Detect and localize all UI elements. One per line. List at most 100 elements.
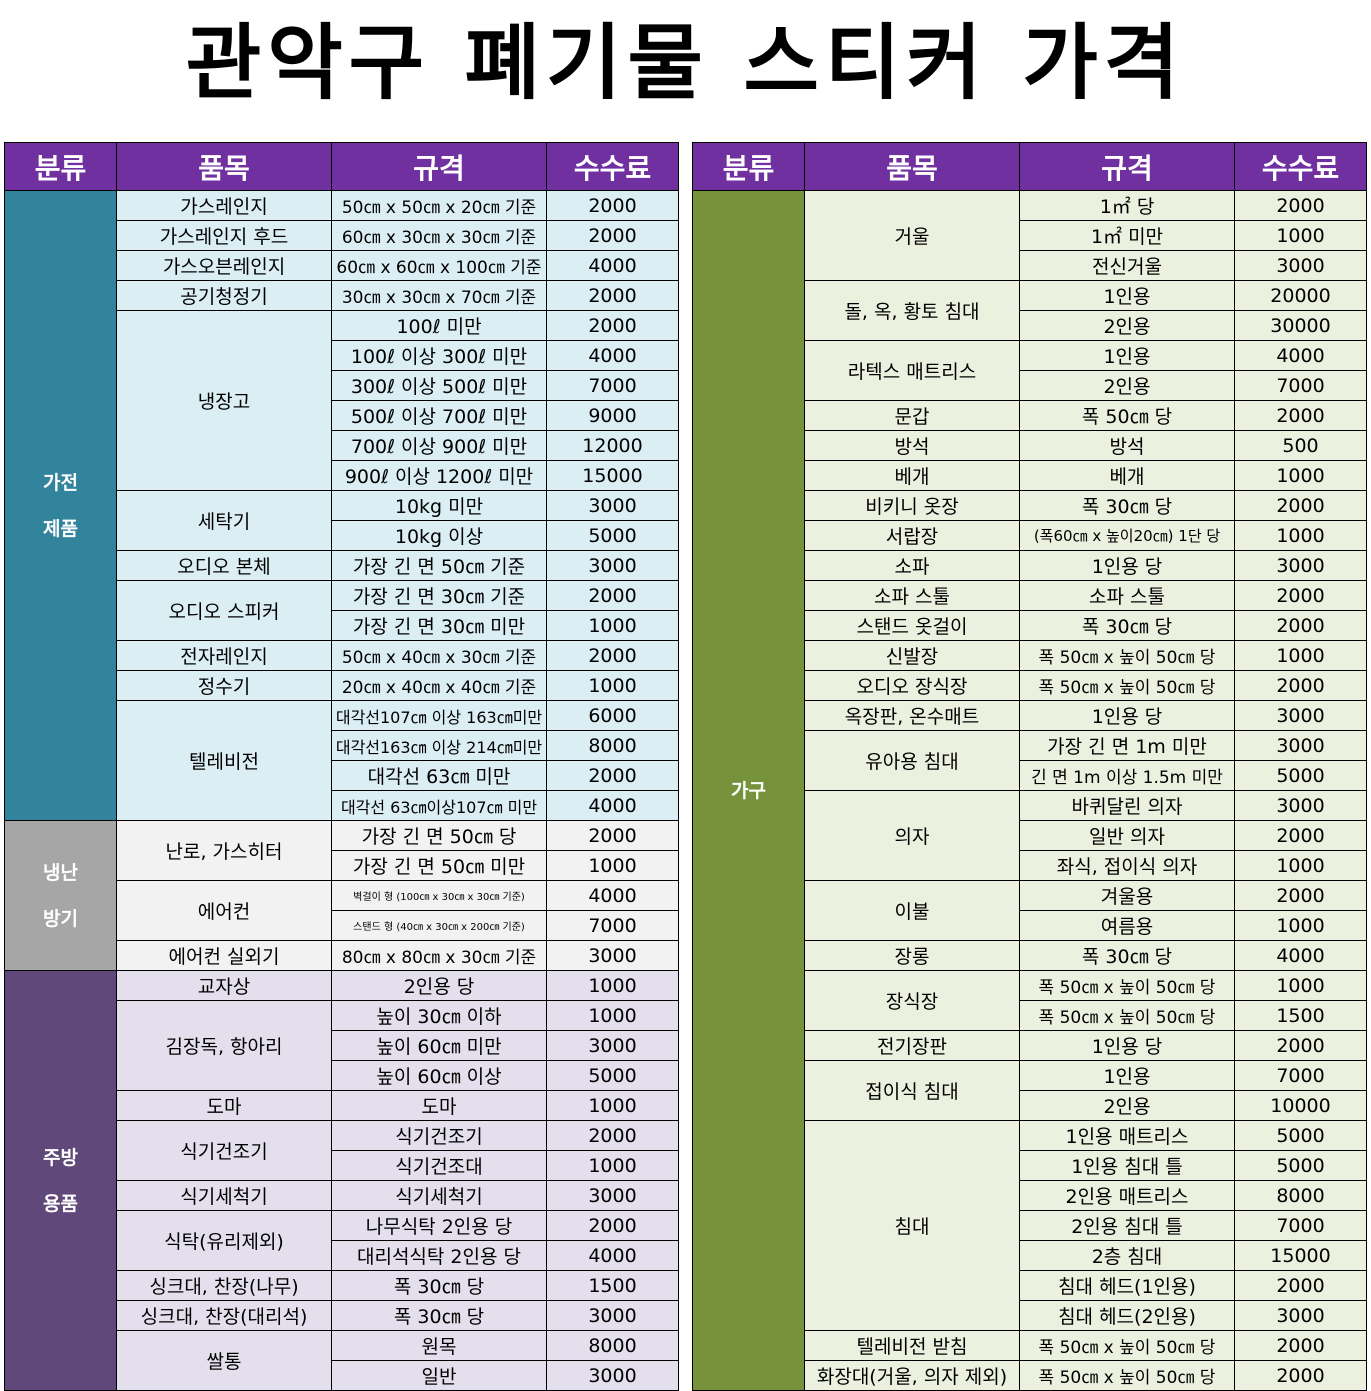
fee-cell: 1000 <box>546 670 679 701</box>
spec-cell: 침대 헤드(2인용) <box>1019 1300 1235 1331</box>
item-name-cell: 돌, 옥, 황토 침대 <box>804 280 1020 341</box>
spec-cell: 바퀴달린 의자 <box>1019 790 1235 821</box>
fee-cell: 8000 <box>1234 1180 1367 1211</box>
table-row: 세탁기 10kg 미만 3000 <box>4 490 679 551</box>
fee-cell: 2000 <box>546 280 679 311</box>
spec-cell: 30㎝ x 30㎝ x 70㎝ 기준 <box>331 280 547 311</box>
spec-cell: 대각선107㎝ 이상 163㎝미만 <box>331 700 547 731</box>
spec-cell: 벽걸이 형 (100㎝ x 30㎝ x 30㎝ 기준) <box>331 880 547 911</box>
fee-cell: 2000 <box>1234 1360 1367 1391</box>
item-name-cell: 오디오 장식장 <box>804 670 1020 701</box>
fee-cell: 4000 <box>546 790 679 821</box>
table-row: 장식장 폭 50㎝ x 높이 50㎝ 당 1000 <box>692 970 1367 1031</box>
fee-cell: 12000 <box>546 430 679 461</box>
table-row: 공기청정기 30㎝ x 30㎝ x 70㎝ 기준 2000 <box>4 280 679 311</box>
table-row: 유아용 침대 가장 긴 면 1m 미만 3000 <box>692 730 1367 791</box>
table-row: 텔레비전 받침 폭 50㎝ x 높이 50㎝ 당 2000 <box>692 1330 1367 1361</box>
spec-cell: 10kg 이상 <box>331 520 547 551</box>
spec-cell: 2인용 <box>1019 1090 1235 1121</box>
spec-cell: 폭 50㎝ 당 <box>1019 400 1235 431</box>
item-name-cell: 쌀통 <box>116 1330 332 1391</box>
spec-cell: 스탠드 형 (40㎝ x 30㎝ x 200㎝ 기준) <box>331 910 547 941</box>
table-row: 돌, 옥, 황토 침대 1인용 20000 <box>692 280 1367 341</box>
fee-cell: 5000 <box>1234 760 1367 791</box>
table-row: 정수기 20㎝ x 40㎝ x 40㎝ 기준 1000 <box>4 670 679 701</box>
fee-cell: 5000 <box>1234 1150 1367 1181</box>
spec-cell: 2인용 침대 틀 <box>1019 1210 1235 1241</box>
spec-cell: 100ℓ 미만 <box>331 310 547 341</box>
table-row: 주방용품 교자상 2인용 당 1000 <box>4 970 679 1391</box>
fee-cell: 3000 <box>546 1360 679 1391</box>
item-name-cell: 오디오 본체 <box>116 550 332 581</box>
category-label: 가전제품 <box>43 471 78 540</box>
fee-cell: 4000 <box>546 340 679 371</box>
spec-cell: (폭60㎝ x 높이20㎝) 1단 당 <box>1019 520 1235 551</box>
item-name-cell: 장식장 <box>804 970 1020 1031</box>
category-label: 주방용품 <box>43 1146 78 1215</box>
fee-cell: 2000 <box>1234 190 1367 221</box>
item-name-cell: 교자상 <box>116 970 332 1001</box>
item-name-cell: 가스오븐레인지 <box>116 250 332 281</box>
table-row: 서랍장 (폭60㎝ x 높이20㎝) 1단 당 1000 <box>692 520 1367 551</box>
spec-cell: 높이 30㎝ 이하 <box>331 1000 547 1031</box>
spec-cell: 폭 30㎝ 당 <box>1019 940 1235 971</box>
spec-cell: 식기세척기 <box>331 1180 547 1211</box>
item-name-cell: 화장대(거울, 의자 제외) <box>804 1360 1020 1391</box>
fee-cell: 15000 <box>1234 1240 1367 1271</box>
fee-cell: 3000 <box>546 940 679 971</box>
table-row: 옥장판, 온수매트 1인용 당 3000 <box>692 700 1367 731</box>
fee-cell: 15000 <box>546 460 679 491</box>
fee-cell: 2000 <box>1234 1270 1367 1301</box>
fee-cell: 2000 <box>546 310 679 341</box>
spec-cell: 일반 의자 <box>1019 820 1235 851</box>
fee-cell: 1000 <box>546 1150 679 1181</box>
fee-cell: 1000 <box>1234 220 1367 251</box>
spec-cell: 가장 긴 면 30㎝ 기준 <box>331 580 547 611</box>
spec-cell: 가장 긴 면 1m 미만 <box>1019 730 1235 761</box>
table-row: 싱크대, 찬장(나무) 폭 30㎝ 당 1500 <box>4 1270 679 1301</box>
spec-cell: 1㎡ 당 <box>1019 190 1235 221</box>
fee-cell: 10000 <box>1234 1090 1367 1121</box>
fee-cell: 3000 <box>1234 700 1367 731</box>
fee-cell: 2000 <box>1234 1330 1367 1361</box>
item-name-cell: 서랍장 <box>804 520 1020 551</box>
fee-cell: 1000 <box>546 970 679 1001</box>
fee-cell: 2000 <box>546 1120 679 1151</box>
fee-cell: 3000 <box>546 550 679 581</box>
spec-cell: 높이 60㎝ 미만 <box>331 1030 547 1061</box>
table-row: 싱크대, 찬장(대리석) 폭 30㎝ 당 3000 <box>4 1300 679 1331</box>
fee-cell: 3000 <box>546 1180 679 1211</box>
fee-cell: 2000 <box>546 1210 679 1241</box>
fee-cell: 3000 <box>546 1030 679 1061</box>
spec-cell: 전신거울 <box>1019 250 1235 281</box>
spec-cell: 가장 긴 면 50㎝ 당 <box>331 820 547 851</box>
category-label: 가구 <box>731 779 766 802</box>
table-row: 쌀통 원목 8000 <box>4 1330 679 1391</box>
item-name-cell: 의자 <box>804 790 1020 881</box>
table-row: 오디오 스피커 가장 긴 면 30㎝ 기준 2000 <box>4 580 679 641</box>
header-fee: 수수료 <box>546 142 679 191</box>
fee-cell: 7000 <box>1234 1060 1367 1091</box>
spec-cell: 베개 <box>1019 460 1235 491</box>
fee-cell: 2000 <box>546 640 679 671</box>
table-row: 소파 1인용 당 3000 <box>692 550 1367 581</box>
spec-cell: 원목 <box>331 1330 547 1361</box>
category-cell: 가구 <box>692 190 805 1391</box>
fee-cell: 3000 <box>1234 790 1367 821</box>
header-row: 분류 품목 규격 수수료 <box>692 142 1367 191</box>
table-row: 라텍스 매트리스 1인용 4000 <box>692 340 1367 401</box>
fee-cell: 2000 <box>1234 880 1367 911</box>
spec-cell: 20㎝ x 40㎝ x 40㎝ 기준 <box>331 670 547 701</box>
fee-cell: 2000 <box>1234 1030 1367 1061</box>
fee-cell: 1000 <box>1234 460 1367 491</box>
table-row: 에어컨 실외기 80㎝ x 80㎝ x 30㎝ 기준 3000 <box>4 940 679 971</box>
spec-cell: 300ℓ 이상 500ℓ 미만 <box>331 370 547 401</box>
spec-cell: 2인용 당 <box>331 970 547 1001</box>
fee-cell: 4000 <box>546 250 679 281</box>
spec-cell: 가장 긴 면 50㎝ 미만 <box>331 850 547 881</box>
item-name-cell: 냉장고 <box>116 310 332 491</box>
item-name-cell: 에어컨 <box>116 880 332 941</box>
item-name-cell: 옥장판, 온수매트 <box>804 700 1020 731</box>
fee-cell: 1000 <box>546 850 679 881</box>
item-name-cell: 텔레비전 받침 <box>804 1330 1020 1361</box>
